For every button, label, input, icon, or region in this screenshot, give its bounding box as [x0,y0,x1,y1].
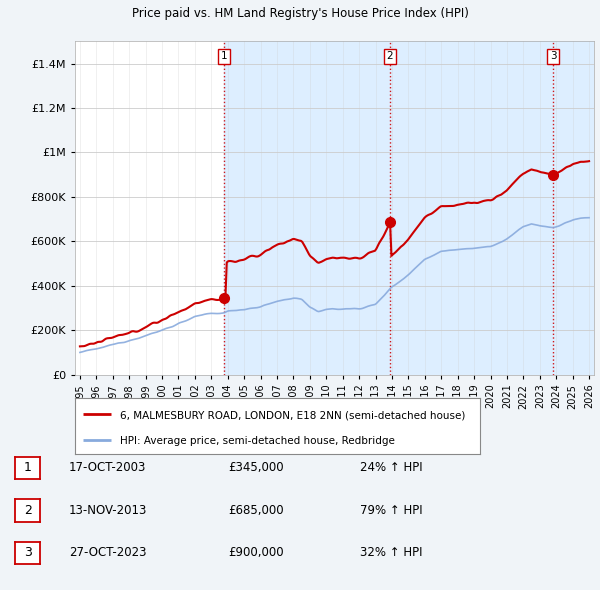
Text: £345,000: £345,000 [228,461,284,474]
Bar [224,41,390,375]
Text: 1: 1 [221,51,227,61]
Text: 6, MALMESBURY ROAD, LONDON, E18 2NN (semi-detached house): 6, MALMESBURY ROAD, LONDON, E18 2NN (sem… [119,410,465,420]
Text: 79% ↑ HPI: 79% ↑ HPI [360,504,422,517]
Text: 17-OCT-2003: 17-OCT-2003 [69,461,146,474]
Text: 1: 1 [23,461,32,474]
Bar [553,41,594,375]
Text: 3: 3 [550,51,557,61]
Text: 2: 2 [23,504,32,517]
Text: 32% ↑ HPI: 32% ↑ HPI [360,546,422,559]
Text: 6, MALMESBURY ROAD, LONDON, E18 2NN: 6, MALMESBURY ROAD, LONDON, E18 2NN [125,0,475,1]
Text: 24% ↑ HPI: 24% ↑ HPI [360,461,422,474]
Text: £685,000: £685,000 [228,504,284,517]
Text: 27-OCT-2023: 27-OCT-2023 [69,546,146,559]
Text: £900,000: £900,000 [228,546,284,559]
Text: Price paid vs. HM Land Registry's House Price Index (HPI): Price paid vs. HM Land Registry's House … [131,7,469,20]
Text: 13-NOV-2013: 13-NOV-2013 [69,504,148,517]
Text: 3: 3 [23,546,32,559]
Text: 2: 2 [386,51,393,61]
Text: HPI: Average price, semi-detached house, Redbridge: HPI: Average price, semi-detached house,… [119,437,394,447]
Bar [390,41,553,375]
